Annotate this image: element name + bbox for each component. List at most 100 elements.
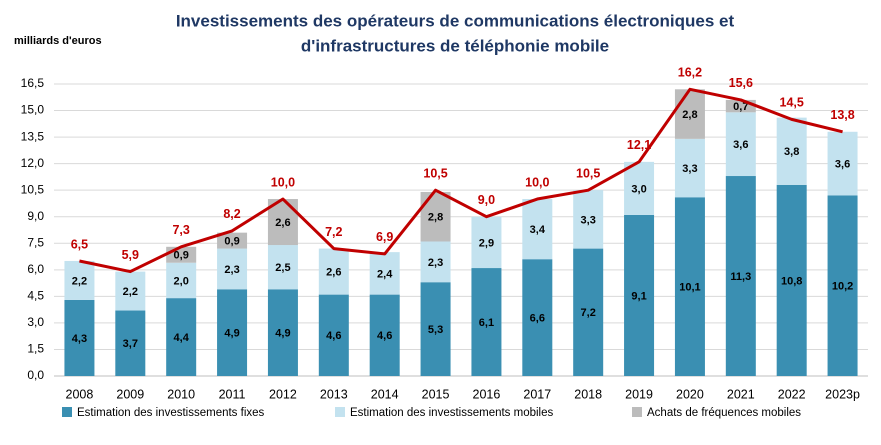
- bar-segment: [115, 271, 146, 311]
- bar-value-label: 11,3: [730, 271, 751, 283]
- legend-swatch: [62, 407, 72, 417]
- x-tick-label: 2013: [320, 387, 348, 401]
- bar-segment: [369, 294, 400, 376]
- x-tick-label: 2022: [778, 387, 806, 401]
- bar-value-label: 6,1: [479, 317, 494, 329]
- bar-value-label: 0,9: [224, 236, 239, 248]
- bar-segment: [318, 248, 349, 295]
- x-tick-label: 2016: [473, 387, 501, 401]
- total-label: 6,5: [71, 237, 88, 251]
- total-label: 10,5: [576, 166, 600, 180]
- bar-segment: [217, 232, 248, 249]
- bar-value-label: 10,8: [781, 275, 802, 287]
- bar-segment: [725, 112, 756, 177]
- total-label: 12,1: [627, 138, 651, 152]
- bar-value-label: 2,2: [123, 286, 138, 298]
- x-tick-label: 2020: [676, 387, 704, 401]
- total-label: 7,2: [325, 225, 342, 239]
- bar-segment: [471, 268, 502, 376]
- legend-label: Achats de fréquences mobiles: [647, 407, 801, 419]
- bar-value-label: 3,3: [682, 163, 697, 175]
- x-tick-label: 2015: [422, 387, 450, 401]
- bar-value-label: 6,6: [530, 313, 545, 325]
- bar-value-label: 2,9: [479, 237, 494, 249]
- bar-segment: [624, 161, 655, 215]
- bar-value-label: 3,3: [581, 214, 596, 226]
- bar-segment: [166, 262, 197, 299]
- x-tick-label: 2008: [66, 387, 94, 401]
- total-label: 7,3: [172, 223, 189, 237]
- bar-value-label: 3,6: [733, 139, 748, 151]
- x-tick-label: 2018: [574, 387, 602, 401]
- total-label: 6,9: [376, 230, 393, 244]
- y-tick-label: 1,5: [27, 342, 44, 356]
- y-axis-label: milliards d'euros: [14, 35, 102, 47]
- total-label: 10,0: [271, 175, 295, 189]
- bar-value-label: 2,8: [428, 212, 443, 224]
- bar-value-label: 0,7: [733, 101, 748, 113]
- bar-value-label: 3,8: [784, 146, 799, 158]
- y-tick-label: 4,5: [27, 289, 44, 303]
- bar-segment: [674, 138, 705, 198]
- bar-segment: [64, 260, 95, 300]
- y-tick-label: 0,0: [27, 368, 44, 382]
- bar-value-label: 0,9: [174, 250, 189, 262]
- bar-segment: [725, 176, 756, 376]
- total-label: 5,9: [122, 248, 139, 262]
- bar-segment: [674, 197, 705, 376]
- bar-value-label: 2,6: [275, 217, 290, 229]
- bar-segment: [318, 294, 349, 376]
- x-tick-label: 2009: [116, 387, 144, 401]
- bar-value-label: 10,2: [832, 281, 853, 293]
- bar-segment: [522, 259, 553, 376]
- bar-value-label: 3,6: [835, 159, 850, 171]
- y-tick-label: 10,5: [21, 182, 45, 196]
- bar-value-label: 2,5: [275, 262, 290, 274]
- total-label: 14,5: [780, 96, 804, 110]
- bar-value-label: 7,2: [581, 307, 596, 319]
- bar-segment: [674, 89, 705, 139]
- x-tick-label: 2023p: [825, 387, 860, 401]
- legend-label: Estimation des investissements mobiles: [350, 407, 553, 419]
- bar-value-label: 2,6: [326, 266, 341, 278]
- bar-segment: [471, 216, 502, 269]
- bar-segment: [217, 248, 248, 290]
- bar-segment: [115, 310, 146, 376]
- bar-segment: [573, 190, 604, 249]
- bar-value-label: 5,3: [428, 324, 443, 336]
- bar-value-label: 2,3: [428, 257, 443, 269]
- bar-segment: [267, 289, 298, 376]
- bar-value-label: 2,3: [224, 264, 239, 276]
- total-label: 15,6: [729, 76, 753, 90]
- y-tick-label: 6,0: [27, 262, 44, 276]
- bar-segment: [420, 191, 451, 242]
- y-tick-label: 7,5: [27, 235, 44, 249]
- x-tick-label: 2010: [167, 387, 195, 401]
- bar-segment: [369, 252, 400, 295]
- x-tick-label: 2019: [625, 387, 653, 401]
- total-label: 8,2: [223, 207, 240, 221]
- x-tick-label: 2011: [219, 387, 246, 401]
- bar-segment: [776, 117, 807, 185]
- bar-value-label: 2,4: [377, 268, 393, 280]
- bar-value-label: 4,6: [377, 330, 392, 342]
- total-line: [79, 87, 843, 274]
- bar-value-label: 3,4: [530, 224, 546, 236]
- x-tick-label: 2021: [727, 387, 755, 401]
- chart-title: Investissements des opérateurs de commun…: [176, 11, 735, 30]
- bar-segment: [420, 282, 451, 376]
- x-tick-label: 2014: [371, 387, 399, 401]
- legend-label: Estimation des investissements fixes: [77, 407, 265, 419]
- bar-value-label: 4,9: [224, 328, 239, 340]
- bar-value-label: 4,3: [72, 333, 87, 345]
- bar-value-label: 9,1: [631, 290, 646, 302]
- bar-segment: [624, 214, 655, 376]
- bar-segment: [776, 184, 807, 376]
- x-tick-label: 2012: [269, 387, 297, 401]
- bar-value-label: 10,1: [679, 282, 700, 294]
- bar-segment: [522, 199, 553, 260]
- bar-segment: [573, 248, 604, 376]
- total-label: 10,5: [423, 166, 447, 180]
- x-tick-label: 2017: [523, 387, 551, 401]
